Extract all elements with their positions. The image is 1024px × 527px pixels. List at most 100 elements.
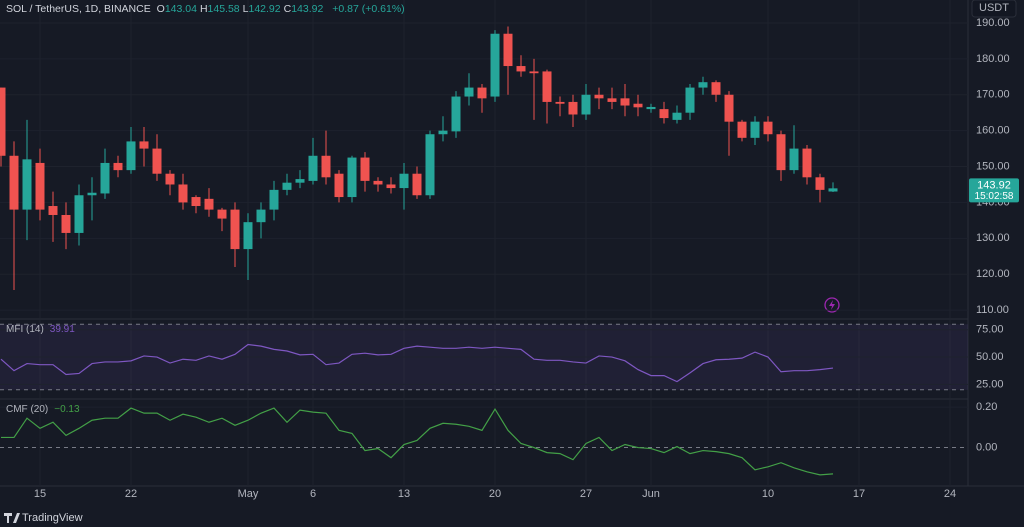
candle-body — [490, 33, 500, 97]
price-change: +0.87 (+0.61%) — [332, 3, 405, 15]
x-tick-label: May — [238, 488, 259, 500]
candle-body — [542, 71, 552, 102]
x-tick-label: 17 — [853, 488, 865, 500]
candle-body — [217, 209, 227, 219]
x-tick-label: 6 — [310, 488, 316, 500]
candle-body — [464, 87, 474, 97]
candle-body — [139, 141, 149, 149]
field-key: L — [242, 3, 249, 15]
candle-body — [555, 101, 565, 104]
field-value: 145.58 — [207, 3, 240, 15]
candle-body — [0, 87, 6, 156]
symbol-name: SOL / TetherUS, 1D, BINANCE — [6, 3, 151, 15]
candle-body — [100, 162, 110, 194]
field-value: 143.92 — [291, 3, 324, 15]
candle-body — [529, 71, 539, 74]
candle-body — [87, 192, 97, 196]
candle-body — [451, 96, 461, 132]
indicator-legend: MFI (14) 39.91 — [6, 324, 75, 335]
candle-body — [698, 82, 708, 88]
x-tick-label: Jun — [642, 488, 660, 500]
candle-body — [425, 134, 435, 196]
candle-body — [399, 173, 409, 189]
last-price-tag — [969, 178, 1019, 203]
y-tick-label: 170.00 — [976, 89, 1010, 101]
candle-body — [763, 121, 773, 135]
x-tick-label: 10 — [762, 488, 774, 500]
field-key: C — [283, 3, 292, 15]
candle-body — [750, 121, 760, 138]
indicator-line — [0, 343, 834, 383]
lightning-icon[interactable] — [824, 297, 840, 313]
candle-body — [113, 162, 123, 171]
y-tick-label: 0.00 — [976, 441, 997, 453]
indicator-name: MFI (14) — [6, 324, 44, 335]
candle-body — [724, 94, 734, 122]
candle-body — [243, 222, 253, 250]
candle-body — [373, 180, 383, 185]
candle-body — [152, 148, 162, 174]
last-price-label: 143.92 — [977, 179, 1011, 191]
candle-body — [269, 189, 279, 210]
candle-body — [256, 209, 266, 223]
candle-body — [347, 157, 357, 198]
candle-body — [295, 179, 305, 183]
candle-body — [789, 148, 799, 171]
y-tick-label: 130.00 — [976, 232, 1010, 244]
y-tick-label: 75.00 — [976, 324, 1004, 336]
y-tick-label: 160.00 — [976, 125, 1010, 137]
candle-body — [61, 214, 71, 233]
y-tick-label: 190.00 — [976, 17, 1010, 29]
candle-body — [438, 130, 448, 135]
candle-body — [828, 188, 838, 192]
indicator-name: CMF (20) — [6, 404, 49, 415]
candle-body — [516, 66, 526, 72]
candle-body — [321, 155, 331, 178]
candle-body — [230, 209, 240, 250]
icon-bolt — [829, 300, 835, 310]
candle-body — [126, 141, 136, 171]
brand-logo: TradingView — [4, 512, 83, 524]
x-tick-label: 20 — [489, 488, 501, 500]
candle-body — [594, 94, 604, 99]
candle-body — [581, 94, 591, 115]
candle-body — [74, 195, 84, 233]
candle-body — [672, 112, 682, 120]
candle-body — [204, 198, 214, 210]
candle-body — [165, 173, 175, 185]
candle-body — [776, 134, 786, 171]
y-tick-label: 120.00 — [976, 268, 1010, 280]
y-tick-label: 50.00 — [976, 351, 1004, 363]
candle-body — [633, 103, 643, 108]
x-tick-label: 27 — [580, 488, 592, 500]
candle-body — [412, 173, 422, 196]
indicator-value: 39.91 — [49, 324, 75, 335]
candle-body — [568, 101, 578, 115]
currency-box[interactable] — [971, 0, 1017, 18]
y-tick-label: 150.00 — [976, 160, 1010, 172]
candle-body — [802, 148, 812, 178]
candle-body — [659, 109, 669, 119]
candle-body — [711, 82, 721, 95]
y-tick-label: 25.00 — [976, 378, 1004, 390]
candle-body — [685, 87, 695, 113]
y-tick-label: 180.00 — [976, 53, 1010, 65]
x-tick-label: 13 — [398, 488, 410, 500]
candle-body — [308, 155, 318, 181]
candle-body — [35, 162, 45, 210]
y-tick-label: 0.20 — [976, 401, 997, 413]
candle-body — [282, 182, 292, 190]
x-tick-label: 22 — [125, 488, 137, 500]
currency-label: USDT — [979, 2, 1009, 14]
candle-body — [178, 184, 188, 203]
field-value: 142.92 — [248, 3, 281, 15]
candle-body — [9, 155, 19, 210]
x-tick-label: 24 — [944, 488, 956, 500]
candle-body — [737, 121, 747, 138]
field-key: O — [156, 3, 165, 15]
y-tick-label: 110.00 — [976, 304, 1009, 316]
candle-body — [48, 206, 58, 215]
brand-name: TradingView — [22, 512, 83, 524]
